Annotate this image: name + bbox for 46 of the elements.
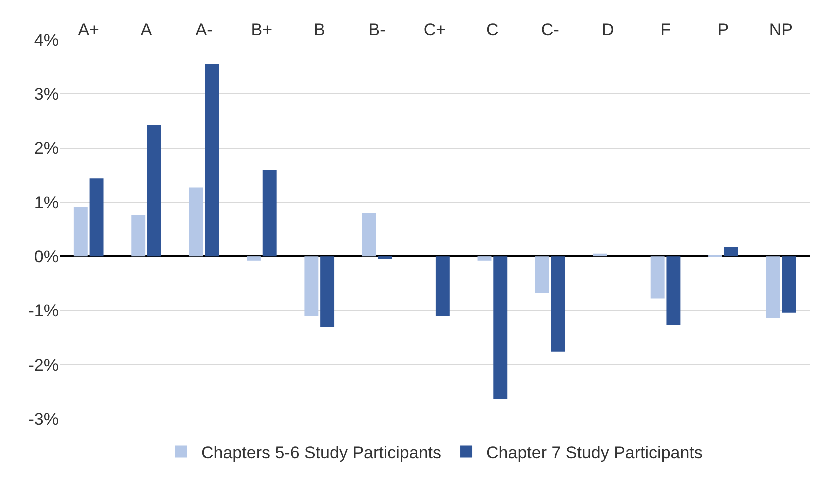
bar — [320, 256, 335, 328]
bar — [74, 207, 88, 257]
x-tick-label: C+ — [424, 20, 446, 40]
bar — [262, 170, 277, 257]
bar — [593, 254, 608, 257]
x-tick-label: A — [140, 20, 153, 40]
y-tick-label: -1% — [28, 302, 59, 321]
bar — [650, 256, 665, 299]
y-tick-label: 1% — [34, 193, 59, 212]
bar — [378, 256, 392, 260]
x-tick-label: A+ — [78, 20, 100, 40]
x-tick-label: F — [660, 20, 671, 40]
bar — [666, 256, 681, 326]
x-tick-label: P — [718, 20, 730, 40]
x-tick-label: A- — [196, 20, 213, 40]
x-tick-label: NP — [769, 20, 793, 40]
bar — [478, 256, 492, 261]
bar — [132, 215, 146, 257]
y-tick-label: -2% — [28, 356, 59, 375]
bar — [247, 256, 261, 261]
bar — [362, 213, 376, 257]
bar — [436, 256, 450, 316]
legend-label: Chapter 7 Study Participants — [486, 443, 703, 462]
y-tick-label: 2% — [34, 139, 59, 158]
bar — [189, 188, 204, 257]
x-tick-label: B+ — [251, 20, 273, 40]
bar — [766, 256, 780, 318]
y-tick-label: 3% — [34, 85, 59, 104]
bar — [304, 256, 319, 316]
bar — [90, 178, 104, 257]
x-tick-label: C- — [541, 20, 560, 40]
x-tick-label: D — [602, 20, 614, 40]
bar — [551, 256, 566, 352]
bar — [494, 256, 508, 400]
bar — [147, 125, 162, 257]
x-tick-label: B- — [368, 20, 386, 40]
y-tick-label: -3% — [28, 410, 59, 429]
y-tick-label: 0% — [34, 248, 59, 267]
legend-label: Chapters 5-6 Study Participants — [202, 443, 442, 462]
bar — [535, 256, 550, 294]
x-tick-label: C — [486, 20, 499, 40]
bar — [724, 247, 738, 257]
bar — [205, 64, 220, 257]
x-tick-label: B — [314, 20, 326, 40]
y-tick-label: 4% — [34, 30, 59, 50]
bar — [782, 256, 796, 313]
